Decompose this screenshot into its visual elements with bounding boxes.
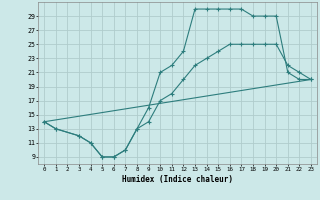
X-axis label: Humidex (Indice chaleur): Humidex (Indice chaleur)	[122, 175, 233, 184]
